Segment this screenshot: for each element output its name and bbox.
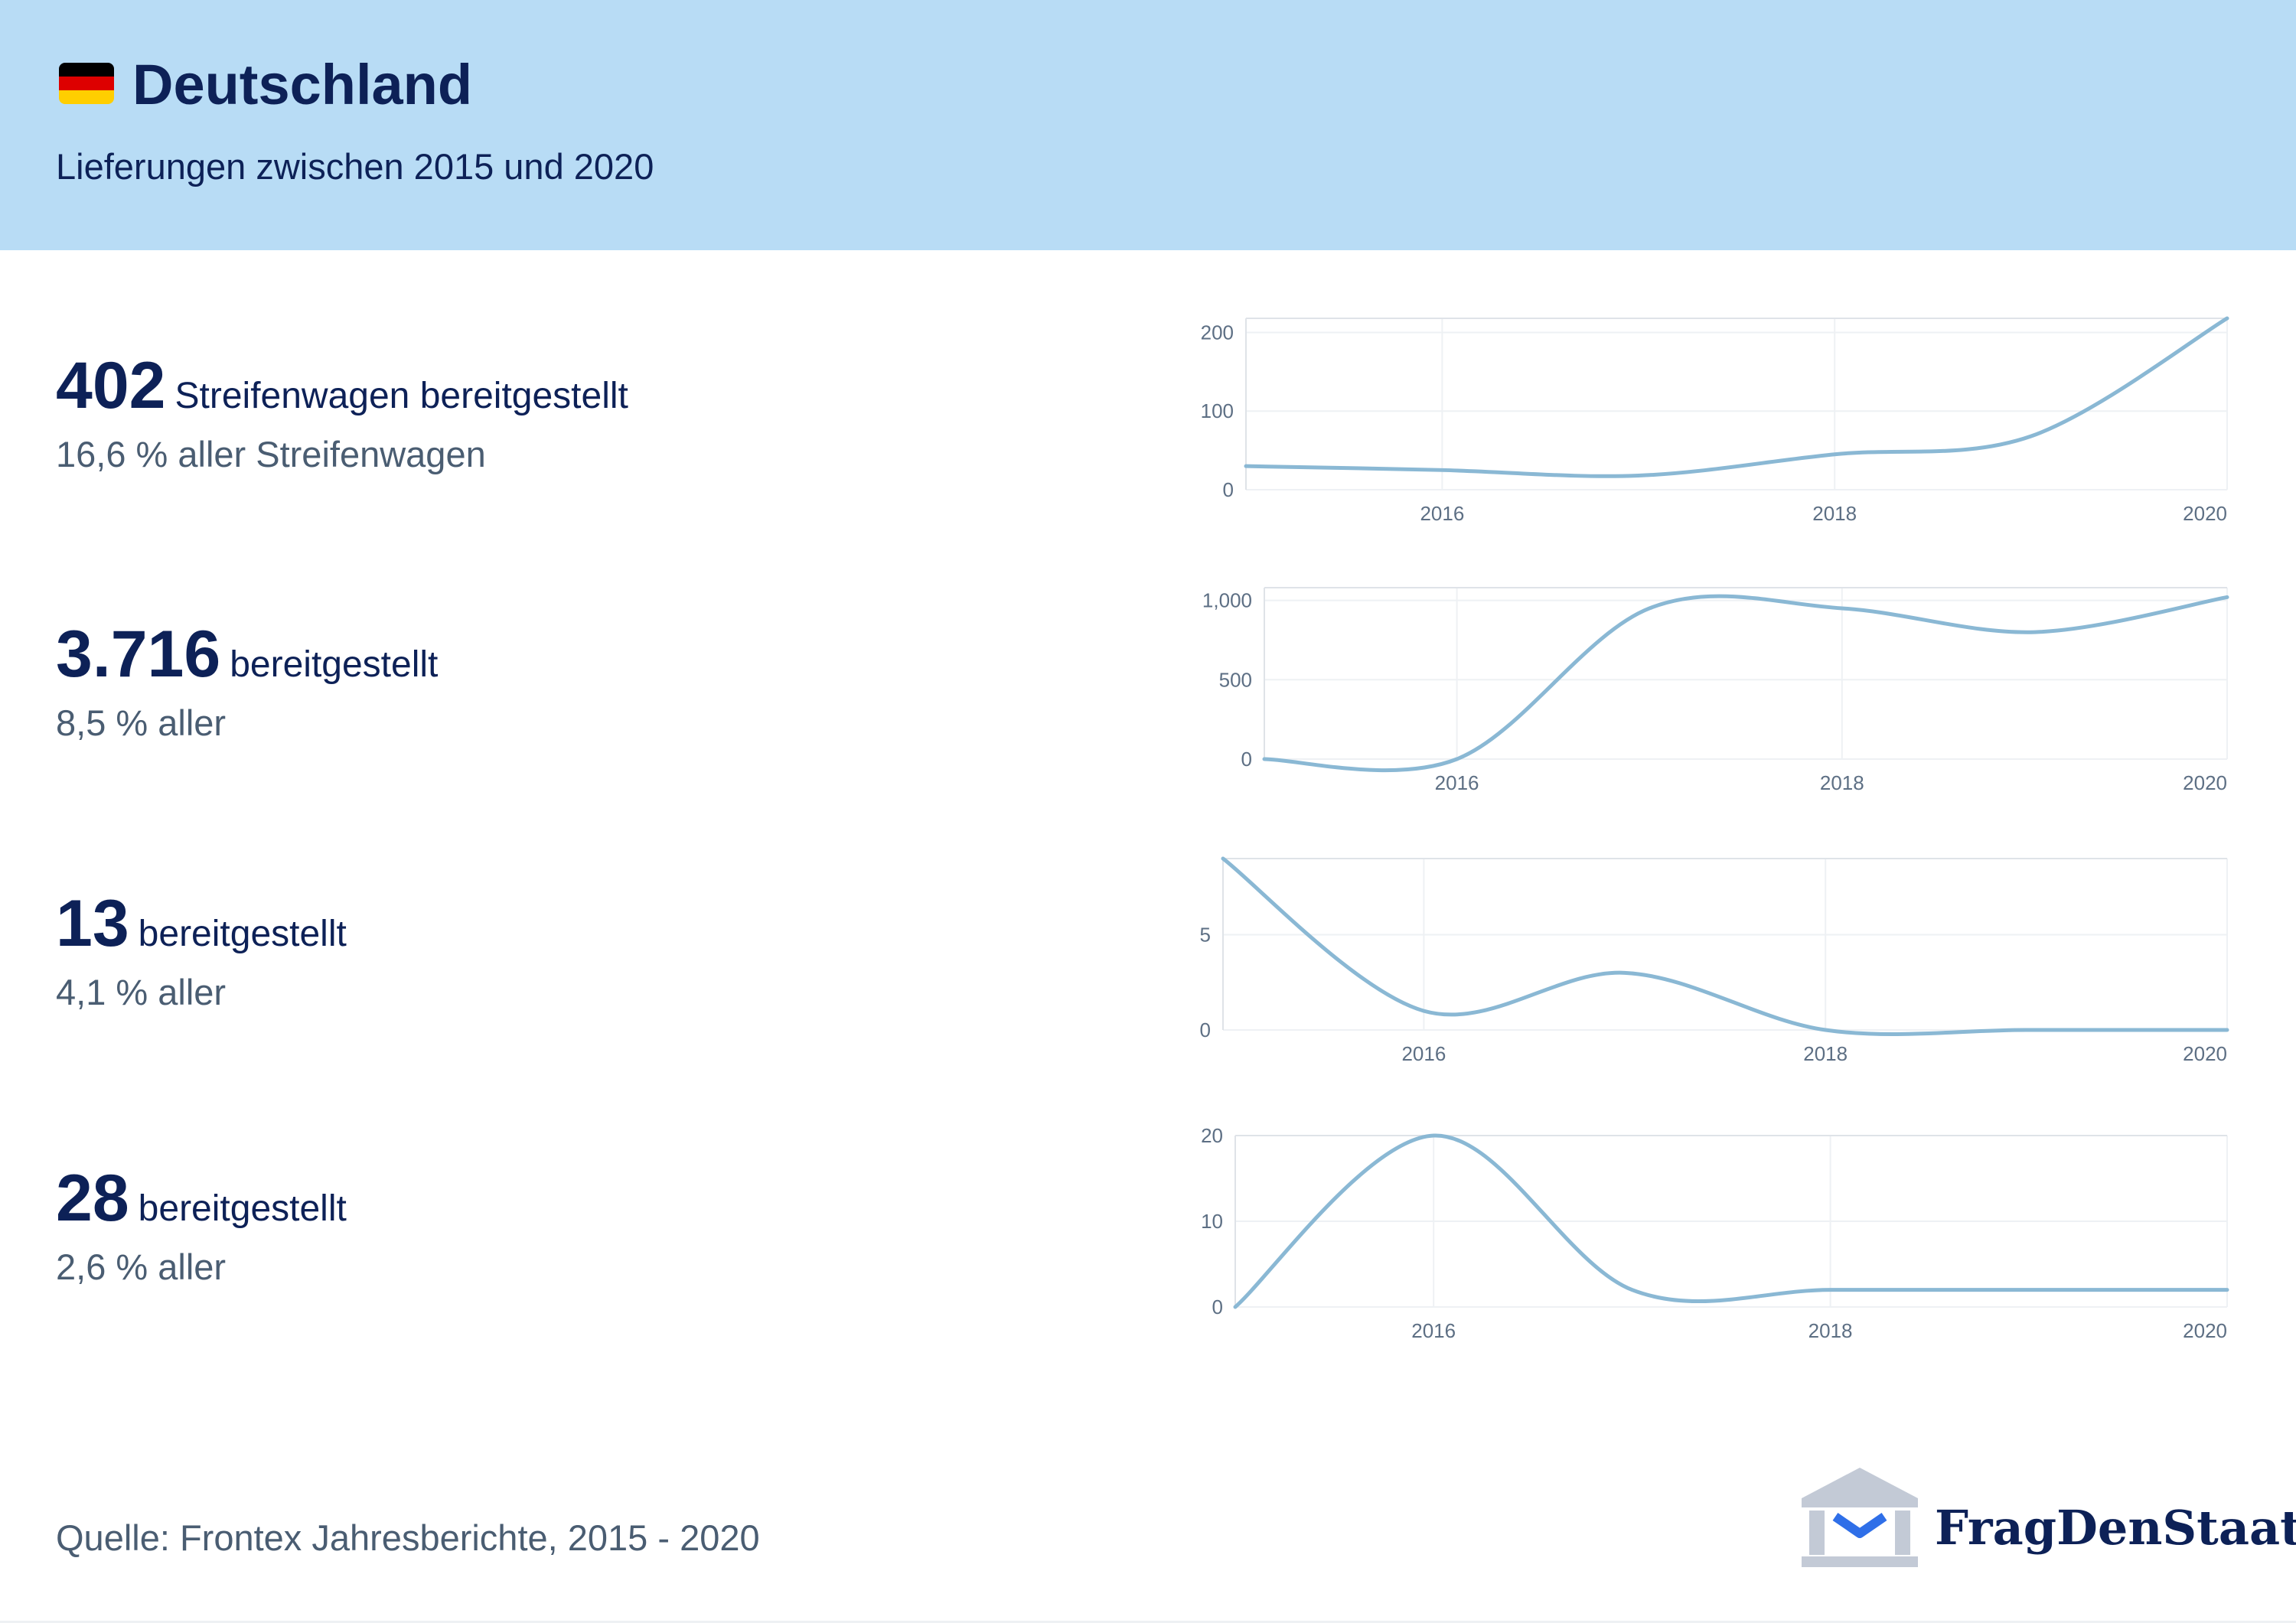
y-tick-label: 100 bbox=[1201, 399, 1234, 422]
header-banner: Deutschland Lieferungen zwischen 2015 un… bbox=[0, 0, 2296, 250]
data-point bbox=[1832, 452, 1837, 457]
data-point bbox=[1262, 757, 1267, 761]
y-tick-label: 1,000 bbox=[1202, 589, 1252, 612]
stat-share: 8,5 % aller bbox=[56, 702, 227, 743]
x-tick-label: 2020 bbox=[2183, 1042, 2227, 1065]
stat-number: 3.716 bbox=[56, 618, 221, 691]
x-tick-label: 2020 bbox=[2183, 502, 2227, 525]
stat-number: 402 bbox=[56, 349, 166, 422]
data-point bbox=[1636, 474, 1641, 478]
stat-block: 402 Streifenwagen bereitgestellt 16,6 % a… bbox=[56, 348, 628, 475]
data-point bbox=[1823, 1028, 1828, 1032]
y-tick-label: 200 bbox=[1201, 321, 1234, 344]
data-point bbox=[1629, 1288, 1634, 1292]
divider bbox=[0, 1621, 2296, 1623]
flag-stripe-black bbox=[59, 63, 114, 77]
x-tick-label: 2018 bbox=[1808, 1319, 1853, 1342]
data-point bbox=[1431, 1133, 1436, 1138]
data-point bbox=[1455, 757, 1459, 761]
x-tick-label: 2020 bbox=[2183, 771, 2227, 794]
data-point bbox=[1840, 606, 1844, 611]
data-point bbox=[2225, 316, 2229, 321]
y-tick-label: 0 bbox=[1241, 748, 1252, 771]
stat-label: bereitgestellt bbox=[230, 644, 439, 685]
data-point bbox=[1440, 468, 1444, 472]
sparkline-chart: 2016 2018 2020 0 100 200 bbox=[1201, 316, 2229, 525]
brand-name: FragDenStaat bbox=[1935, 1500, 2296, 1556]
y-tick-label: 5 bbox=[1200, 924, 1211, 947]
data-point bbox=[2029, 434, 2033, 438]
y-tick-label: 0 bbox=[1200, 1018, 1211, 1041]
brand-logo[interactable]: FragDenStaat bbox=[1799, 1462, 2296, 1576]
y-tick-label: 0 bbox=[1212, 1295, 1223, 1318]
data-point bbox=[2225, 595, 2229, 599]
series-line bbox=[1221, 856, 2229, 1037]
x-tick-label: 2020 bbox=[2183, 1319, 2227, 1342]
x-tick-label: 2016 bbox=[1435, 771, 1479, 794]
series-line bbox=[1262, 594, 2229, 773]
data-point bbox=[1647, 606, 1652, 611]
stat-label: bereitgestellt bbox=[138, 914, 347, 954]
flag-stripe-red bbox=[59, 77, 114, 90]
sparkline-chart: 2016 2018 2020 0 5 bbox=[1200, 856, 2229, 1065]
y-tick-label: 0 bbox=[1223, 478, 1234, 501]
germany-flag-icon bbox=[59, 63, 114, 104]
stat-share: 16,6 % aller Streifenwagen bbox=[56, 434, 486, 474]
flag-stripe-gold bbox=[59, 90, 114, 104]
stat-block: 3.716 bereitgestellt 8,5 % aller bbox=[56, 617, 438, 744]
series-line bbox=[1244, 316, 2229, 478]
stat-label: bereitgestellt bbox=[138, 1188, 347, 1229]
stat-block: 28 bereitgestellt 2,6 % aller bbox=[56, 1161, 347, 1288]
data-point bbox=[2032, 630, 2037, 634]
building-logo-icon bbox=[1802, 1468, 1918, 1567]
y-tick-label: 500 bbox=[1219, 668, 1252, 691]
data-point bbox=[2225, 1028, 2229, 1032]
x-tick-label: 2016 bbox=[1401, 1042, 1446, 1065]
page-subtitle: Lieferungen zwischen 2015 und 2020 bbox=[56, 146, 654, 187]
data-point bbox=[1221, 856, 1225, 861]
data-point bbox=[2024, 1028, 2029, 1032]
data-point bbox=[2027, 1288, 2031, 1292]
data-point bbox=[2225, 1288, 2229, 1292]
x-tick-label: 2018 bbox=[1820, 771, 1864, 794]
page-title: Deutschland bbox=[132, 53, 473, 116]
x-tick-label: 2018 bbox=[1803, 1042, 1848, 1065]
sparkline-chart: 2016 2018 2020 0 10 20 bbox=[1201, 1124, 2229, 1342]
stat-number: 28 bbox=[56, 1162, 129, 1235]
data-point bbox=[1244, 464, 1248, 468]
series-line bbox=[1233, 1133, 2229, 1309]
source-note: Quelle: Frontex Jahresberichte, 2015 - 2… bbox=[56, 1517, 760, 1558]
y-tick-label: 20 bbox=[1201, 1124, 1223, 1147]
x-tick-label: 2016 bbox=[1411, 1319, 1456, 1342]
stat-share: 4,1 % aller bbox=[56, 972, 227, 1012]
y-tick-label: 10 bbox=[1201, 1210, 1223, 1233]
stat-label: Streifenwagen bereitgestellt bbox=[174, 376, 628, 416]
stat-share: 2,6 % aller bbox=[56, 1247, 227, 1287]
data-point bbox=[1233, 1305, 1238, 1309]
stat-block: 13 bereitgestellt 4,1 % aller bbox=[56, 886, 347, 1013]
x-tick-label: 2016 bbox=[1420, 502, 1464, 525]
sparkline-chart: 2016 2018 2020 0 500 1,000 bbox=[1202, 587, 2229, 794]
data-point bbox=[1623, 970, 1627, 975]
data-point bbox=[1828, 1288, 1833, 1292]
data-point bbox=[1421, 1009, 1426, 1013]
x-tick-label: 2018 bbox=[1812, 502, 1857, 525]
stat-number: 13 bbox=[56, 887, 129, 960]
